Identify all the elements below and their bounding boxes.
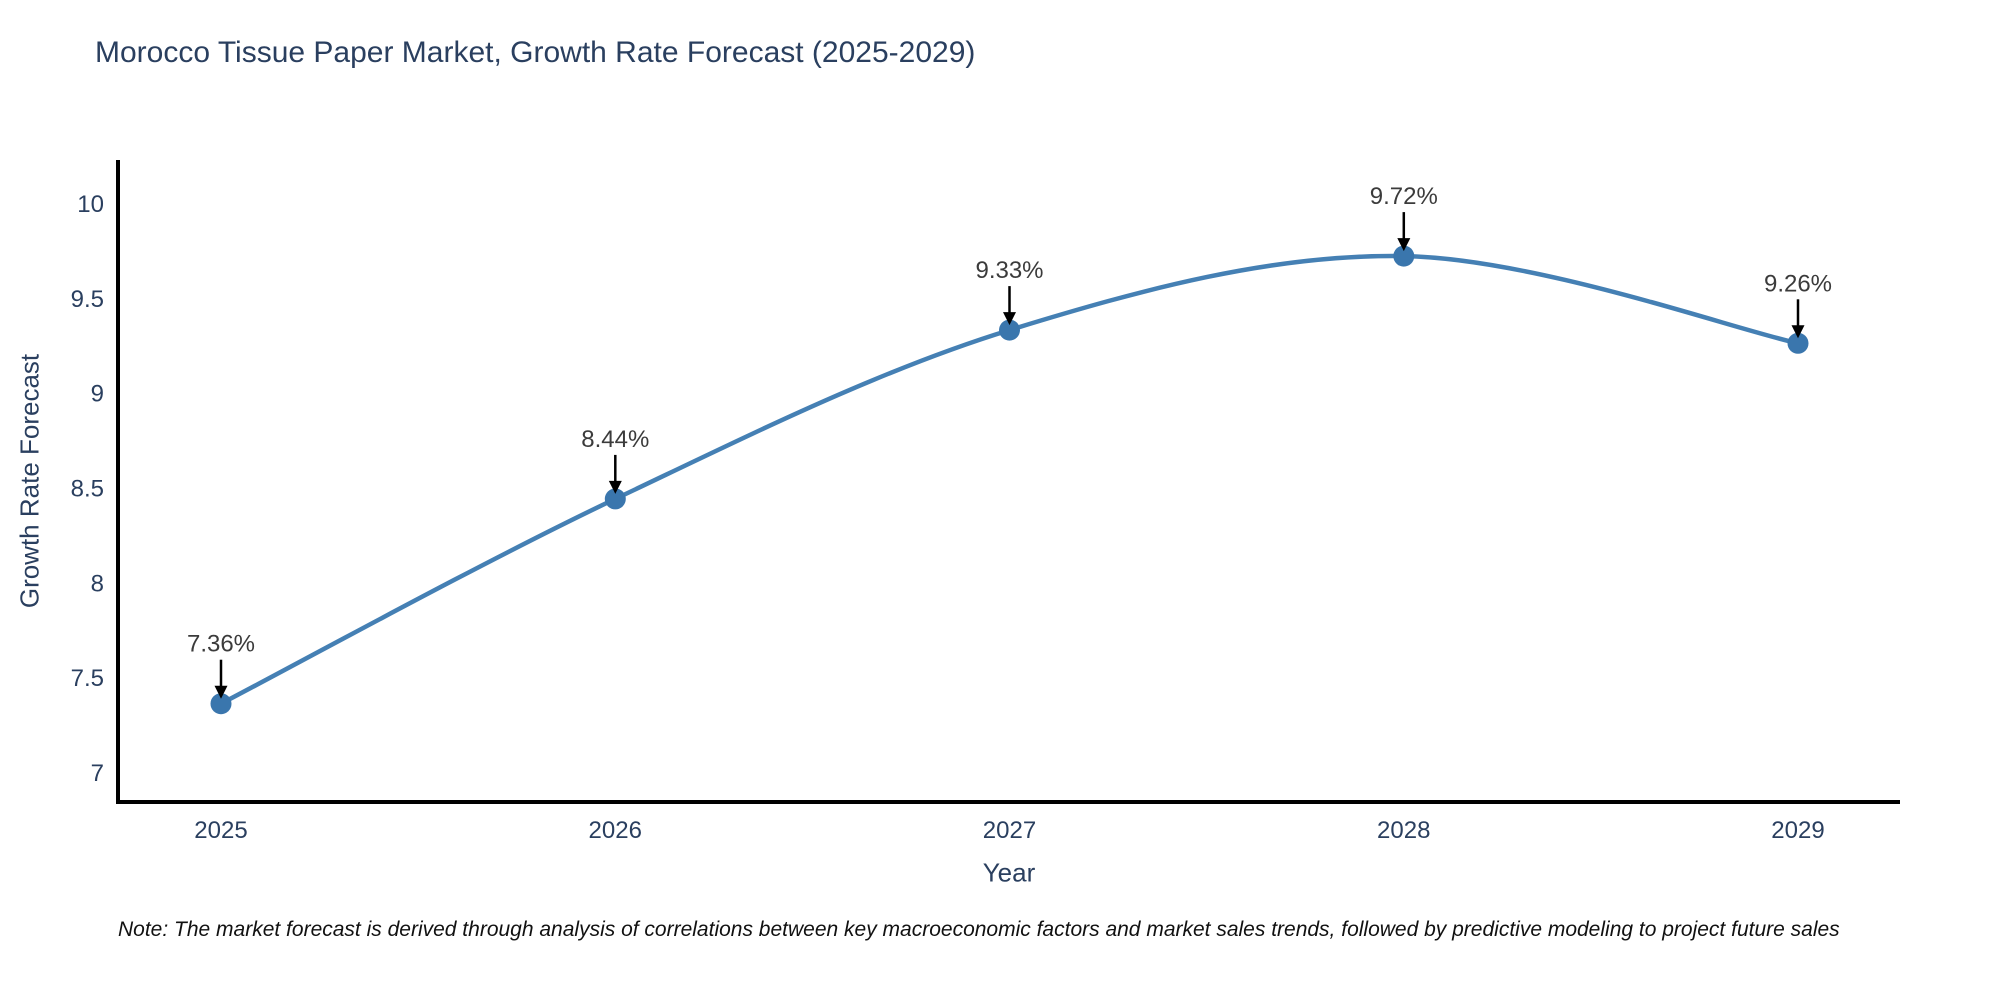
data-point-marker [1393, 245, 1415, 267]
point-value-label: 7.36% [187, 631, 255, 658]
data-point-marker [999, 319, 1020, 341]
annotation-arrow-head [1397, 238, 1411, 252]
y-tick-label: 8.5 [71, 475, 104, 502]
data-point-marker [604, 488, 626, 510]
chart-title: Morocco Tissue Paper Market, Growth Rate… [95, 36, 976, 69]
point-value-label: 9.33% [975, 257, 1043, 284]
data-point-marker [1787, 332, 1809, 354]
annotation-arrow-head [214, 685, 228, 699]
footnote: Note: The market forecast is derived thr… [118, 918, 1840, 941]
y-axis-title: Growth Rate Forecast [14, 353, 45, 609]
data-point-marker [210, 693, 232, 715]
y-tick-label: 7 [91, 760, 104, 787]
annotation-arrow-head [608, 480, 622, 494]
y-tick-label: 9 [91, 381, 104, 408]
y-tick-label: 8 [91, 570, 104, 597]
point-value-label: 8.44% [581, 426, 649, 453]
x-tick-label: 2025 [194, 817, 247, 844]
point-value-label: 9.26% [1764, 270, 1832, 297]
y-tick-label: 10 [77, 191, 104, 218]
annotation-arrow-head [1791, 325, 1805, 339]
y-tick-label: 7.5 [71, 665, 104, 692]
x-axis-title: Year [982, 857, 1036, 888]
axes-lines [116, 160, 1900, 804]
annotation-arrow-head [1003, 312, 1016, 326]
x-tick-label: 2028 [1377, 817, 1430, 844]
point-value-label: 9.72% [1370, 183, 1438, 210]
x-tick-label: 2029 [1771, 817, 1824, 844]
y-tick-label: 9.5 [71, 286, 104, 313]
x-tick-label: 2026 [589, 817, 642, 844]
x-tick-label: 2027 [983, 817, 1036, 844]
